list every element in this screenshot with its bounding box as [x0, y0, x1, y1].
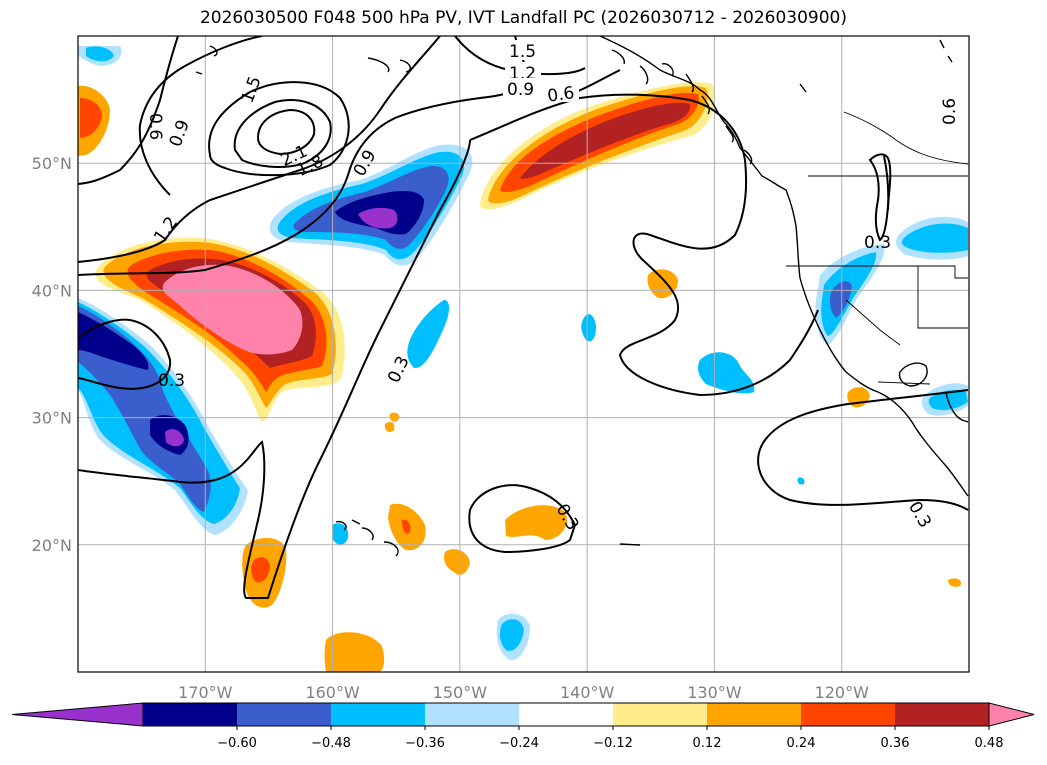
colorbar-label-4: −0.12: [593, 736, 633, 751]
positive-anomaly-central: [95, 237, 345, 422]
svg-text:0.3: 0.3: [158, 371, 185, 391]
colorbar-label-5: 0.12: [693, 736, 722, 751]
colorbar-segment-2: [331, 703, 426, 726]
colorbar-outline: [142, 702, 990, 727]
svg-text:0.6: 0.6: [940, 98, 960, 125]
colorbar: −0.60 −0.48 −0.36 −0.24 −0.12 0.12 0.24 0.36 0.4…: [11, 702, 1035, 751]
colorbar-label-2: −0.36: [405, 736, 445, 751]
colorbar-extend-high: [988, 702, 1035, 727]
map-frame: [77, 35, 970, 673]
colorbar-segment-4: [519, 703, 614, 726]
lon-label-5: 120°W: [815, 683, 870, 702]
lat-label-3: 20°N: [32, 536, 72, 555]
colorbar-label-0: −0.60: [217, 736, 257, 751]
colorbar-segment-6: [707, 703, 802, 726]
lat-label-0: 50°N: [32, 154, 72, 173]
coastlines: [195, 36, 969, 557]
longitude-labels: 170°W 160°W 150°W 140°W 130°W 120°W: [178, 683, 869, 702]
colorbar-label-1: −0.48: [311, 736, 351, 751]
lon-label-4: 130°W: [687, 683, 742, 702]
colorbar-segment-7: [801, 703, 896, 726]
colorbar-label-3: −0.24: [499, 736, 539, 751]
colorbar-label-7: 0.36: [881, 736, 910, 751]
lon-label-3: 140°W: [560, 683, 615, 702]
colorbar-segment-5: [613, 703, 708, 726]
colorbar-label-6: 0.24: [787, 736, 816, 751]
colorbar-segment-0: [143, 703, 238, 726]
svg-text:0.3: 0.3: [864, 233, 891, 253]
positive-anomaly-aleutian: [480, 82, 716, 210]
svg-text:1.5: 1.5: [509, 42, 536, 62]
colorbar-segment-1: [237, 703, 332, 726]
lat-label-2: 30°N: [32, 409, 72, 428]
colorbar-extend-low: [11, 702, 144, 727]
svg-text:0.9: 0.9: [507, 80, 534, 100]
lon-label-2: 150°W: [433, 683, 488, 702]
map-panel: 1.5 1.2 0.9 0.6 1.5 0.6 0.9 2.1 1.8 0.9 …: [78, 36, 969, 672]
colorbar-segment-8: [895, 703, 990, 726]
lat-label-1: 40°N: [32, 281, 72, 300]
svg-text:0.6: 0.6: [145, 113, 165, 140]
colorbar-segment-3: [425, 703, 520, 726]
svg-text:0.6: 0.6: [546, 83, 576, 107]
map-title: 2026030500 F048 500 hPa PV, IVT Landfall…: [199, 8, 847, 28]
gridlines: [78, 36, 969, 672]
lon-label-0: 170°W: [178, 683, 233, 702]
lon-label-1: 160°W: [305, 683, 360, 702]
latitude-labels: 50°N 40°N 30°N 20°N: [32, 154, 72, 555]
colorbar-label-8: 0.48: [975, 736, 1004, 751]
